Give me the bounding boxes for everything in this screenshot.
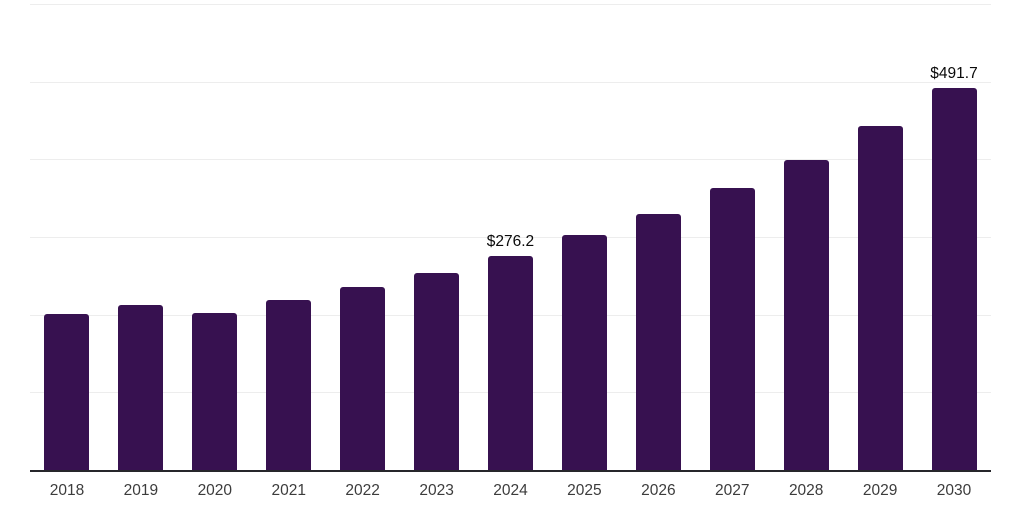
x-axis-line: [30, 470, 991, 472]
gridline-600: [30, 4, 991, 5]
x-tick-label-2020: 2020: [197, 482, 233, 499]
bar-group-2026: [621, 4, 695, 470]
bar-2018: [44, 314, 90, 470]
bar-2025: [561, 234, 607, 470]
bar-group-2025: [547, 4, 621, 470]
x-tick-label-2019: 2019: [123, 482, 159, 499]
bar-2019: [118, 305, 164, 470]
x-tick-label-2024: 2024: [493, 482, 528, 499]
x-tick-label-2029: 2029: [862, 482, 898, 499]
bar-2030: $491.7: [930, 65, 978, 470]
bar-group-2027: [695, 4, 769, 470]
bar-2027: [709, 188, 755, 470]
gridline-400: [30, 159, 991, 161]
bar-group-2023: [400, 4, 474, 470]
bars-row: $276.2 $491.7: [30, 4, 991, 470]
bar-value-label-2030: $491.7: [930, 65, 978, 83]
bar-group-2028: [769, 4, 843, 470]
plot-area: $276.2 $491.7: [30, 4, 991, 472]
x-tick-label-2030: 2030: [936, 482, 972, 499]
x-tick-label-2025: 2025: [567, 482, 602, 499]
bar-group-2020: [178, 4, 252, 470]
x-tick-label-2018: 2018: [49, 482, 85, 499]
x-tick-label-2027: 2027: [715, 482, 750, 499]
bar-2021: [266, 300, 312, 470]
bar-group-2030: $491.7: [917, 4, 991, 470]
bar-group-2029: [843, 4, 917, 470]
bar-2020: [192, 313, 238, 470]
gridline-300: [30, 237, 991, 238]
x-tick-label-2028: 2028: [788, 482, 824, 499]
bar-value-label-2024: $276.2: [486, 232, 535, 250]
bar-2022: [340, 287, 386, 470]
bar-2023: [414, 272, 460, 470]
bar-2026: [635, 214, 681, 470]
x-tick-label-2022: 2022: [345, 482, 380, 499]
x-tick-label-2026: 2026: [641, 482, 676, 499]
bar-group-2024: $276.2: [474, 4, 548, 470]
gridline-500: [30, 81, 991, 83]
bar-group-2021: [252, 4, 326, 470]
bar-2028: [783, 159, 829, 470]
bar-group-2018: [30, 4, 104, 470]
x-tick-label-2023: 2023: [419, 482, 454, 499]
bar-group-2019: [104, 4, 178, 470]
x-tick-label-2021: 2021: [271, 482, 306, 499]
x-axis-tick-labels: 2018 2019 2020 2021 2022 2023 2024 2025 2026 2027…: [30, 482, 991, 500]
bar-2029: [857, 125, 903, 470]
bar-group-2022: [326, 4, 400, 470]
bar-2024: $276.2: [487, 233, 534, 470]
